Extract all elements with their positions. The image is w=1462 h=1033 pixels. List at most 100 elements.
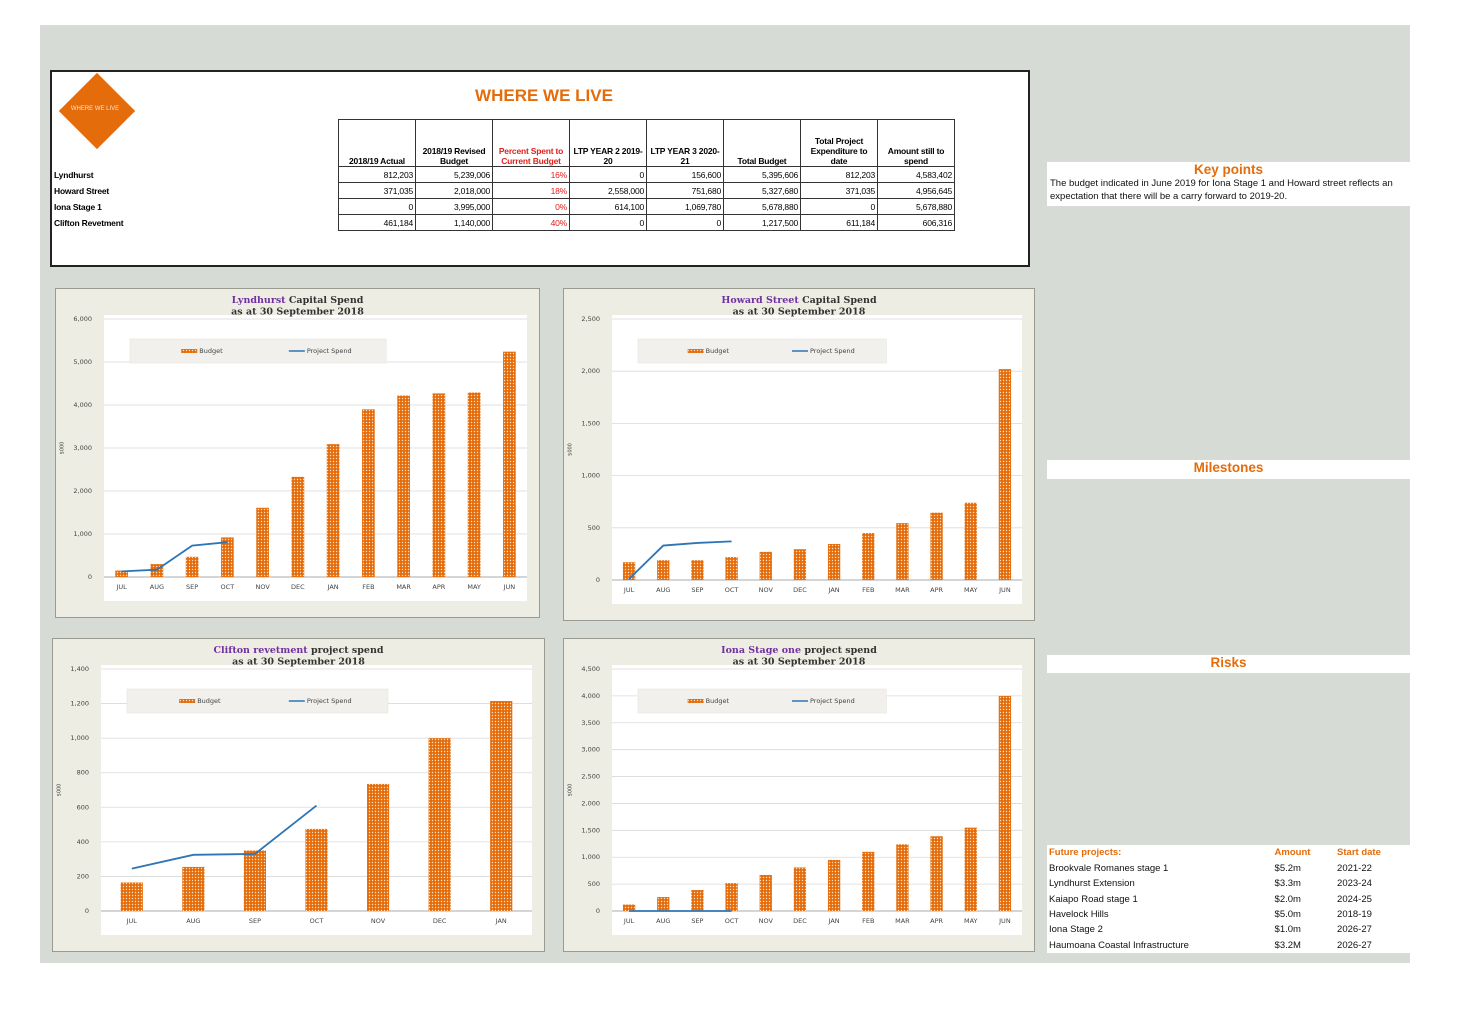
row-label: Howard Street [54, 185, 110, 196]
cell: 5,395,606 [723, 166, 801, 183]
bar [305, 828, 328, 911]
x-tick-label: JUL [623, 917, 635, 925]
milestones-title: Milestones [1047, 460, 1410, 479]
bar [862, 533, 875, 580]
bar [243, 850, 267, 911]
y-tick-label: 5,000 [73, 358, 92, 366]
y-tick-label: 2,000 [581, 799, 600, 807]
y-tick-label: 4,500 [581, 665, 600, 673]
cell: $2.0m [1274, 893, 1301, 905]
cell: $5.2m [1274, 862, 1301, 874]
cell: Havelock Hills [1049, 909, 1109, 921]
cell: Kaiapo Road stage 1 [1049, 893, 1138, 905]
y-axis-label: $000 [60, 442, 66, 455]
table-row: Lyndhurst 812,203 5,239,006 16% 0 156,600 5,39… [52, 166, 955, 183]
x-tick-label: DEC [793, 586, 807, 594]
chart-panel: Lyndhurst Capital Spend as at 30 Septembe… [55, 288, 540, 618]
cell: 4,956,645 [877, 182, 955, 199]
table-row: Havelock Hills $5.0m 2018-19 [1047, 907, 1410, 922]
column-header: Total Budget [723, 119, 801, 167]
table-row: Haumoana Coastal Infrastructure $3.2M 2026… [1047, 938, 1410, 953]
x-tick-label: APR [930, 586, 943, 594]
x-tick-label: AUG [656, 917, 670, 925]
cell: 1,217,500 [723, 214, 801, 231]
y-tick-label: 3,500 [581, 719, 600, 727]
chart-subtitle: as at 30 September 2018 [733, 307, 866, 318]
chart-panel: Iona Stage one project spend as at 30 Sep… [563, 638, 1035, 952]
cell: $5.0m [1274, 909, 1301, 921]
bar [657, 897, 670, 911]
legend-label: Budget [197, 697, 221, 705]
cell: 5,327,680 [723, 182, 801, 199]
y-tick-label: 1,400 [70, 665, 89, 673]
x-tick-label: MAR [895, 917, 910, 925]
key-points-text: The budget indicated in June 2019 for Io… [1050, 178, 1393, 202]
x-tick-label: JAN [327, 583, 339, 591]
legend-label: Project Spend [810, 697, 855, 705]
cell: 0 [569, 166, 647, 183]
column-header: Future projects: [1049, 847, 1122, 859]
x-tick-label: AUG [150, 583, 164, 591]
cell: 812,203 [800, 166, 878, 183]
y-tick-label: 400 [77, 838, 89, 846]
bar [862, 851, 875, 911]
cell: 606,316 [877, 214, 955, 231]
key-points: Key points The budget indicated in June … [1047, 162, 1410, 206]
table-row: Iona Stage 2 $1.0m 2026-27 [1047, 922, 1410, 937]
y-tick-label: 2,500 [581, 315, 600, 323]
y-tick-label: 1,000 [581, 853, 600, 861]
summary-panel: WHERE WE LIVE WHERE WE LIVE 2018/19 Actu… [50, 70, 1030, 267]
y-tick-label: 3,000 [73, 444, 92, 452]
row-label: Lyndhurst [54, 169, 94, 180]
cell: 2018-19 [1337, 909, 1372, 921]
table-row: Brookvale Romanes stage 1 $5.2m 2021-22 [1047, 861, 1410, 876]
future-projects: Future projects: Amount Start date Brookval… [1047, 845, 1410, 953]
y-tick-label: 1,000 [70, 734, 89, 742]
column-header: LTP YEAR 3 2020-21 [646, 119, 724, 167]
x-tick-label: FEB [862, 586, 874, 594]
bar [622, 562, 636, 580]
y-axis-label: $000 [568, 784, 574, 797]
y-tick-label: 0 [596, 576, 600, 584]
chart-panel: Clifton revetment project spend as at 30 … [52, 638, 545, 952]
y-axis-label: $000 [57, 784, 63, 797]
x-tick-label: JAN [495, 917, 507, 925]
chart-title: Howard Street Capital Spend [721, 295, 877, 306]
cell: 0 [338, 198, 416, 215]
line [121, 541, 228, 573]
chart-title-highlight: Lyndhurst [232, 295, 287, 306]
cell: 5,678,880 [723, 198, 801, 215]
column-header: Start date [1337, 847, 1381, 859]
cell: Lyndhurst Extension [1049, 878, 1135, 890]
bar [397, 395, 410, 577]
cell: 2023-24 [1337, 878, 1372, 890]
cell: 0 [646, 214, 724, 231]
x-tick-label: MAY [964, 586, 978, 594]
cell: 812,203 [338, 166, 416, 183]
x-tick-label: AUG [656, 586, 670, 594]
y-tick-label: 500 [588, 524, 600, 532]
cell: 371,035 [338, 182, 416, 199]
y-tick-label: 1,500 [581, 419, 600, 427]
bar [759, 874, 772, 911]
cell: 2,018,000 [415, 182, 493, 199]
y-tick-label: 500 [588, 880, 600, 888]
cell: 0 [800, 198, 878, 215]
bar [256, 507, 269, 577]
column-header: Total Project Expenditure to date [800, 119, 878, 167]
y-tick-label: 4,000 [73, 401, 92, 409]
cell: 2026-27 [1337, 939, 1372, 951]
bar [185, 556, 199, 577]
legend-label: Budget [199, 347, 223, 355]
chart-subtitle: as at 30 September 2018 [733, 657, 866, 668]
x-tick-label: OCT [725, 586, 739, 594]
legend-box [126, 688, 389, 714]
bar [759, 551, 772, 580]
x-tick-label: FEB [362, 583, 374, 591]
bar [657, 560, 670, 580]
bar [291, 476, 305, 577]
column-header: LTP YEAR 2 2019-20 [569, 119, 647, 167]
column-header: Amount still to spend [877, 119, 955, 167]
bar [725, 883, 738, 911]
